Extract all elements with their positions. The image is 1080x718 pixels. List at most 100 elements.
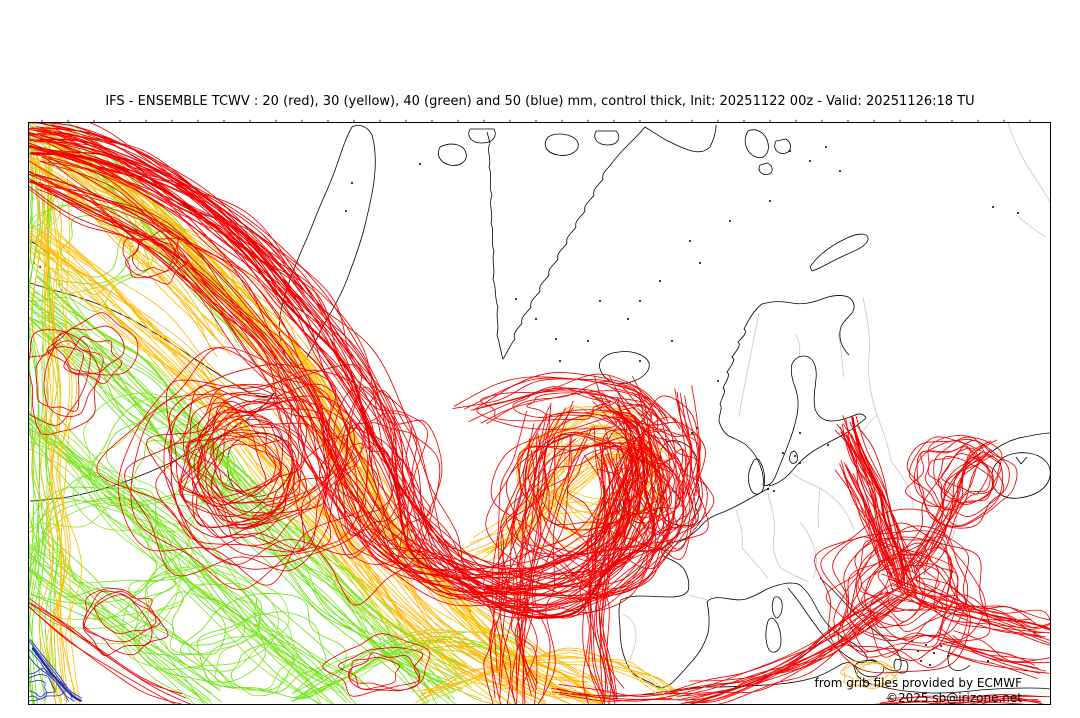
contour-member: [857, 545, 939, 612]
coastline: [774, 138, 791, 154]
contour-member: [685, 589, 917, 701]
contour-member: [673, 584, 892, 692]
contour-member: [889, 578, 1032, 621]
contour-member: [29, 429, 333, 688]
contour-member: [839, 463, 887, 567]
contour-member: [191, 439, 290, 520]
contour-member: [616, 430, 701, 536]
ensemble-band-20mm: [29, 123, 1050, 704]
contour-member: [491, 410, 528, 672]
contour-member: [890, 443, 966, 564]
contour-member: [29, 238, 527, 695]
contour-member: [163, 383, 349, 550]
island-speck: [839, 170, 841, 172]
contour-member: [602, 395, 709, 570]
island-speck: [587, 340, 589, 342]
coastline: [947, 640, 971, 671]
coastline: [789, 450, 798, 464]
island-speck: [599, 300, 601, 302]
contour-member: [29, 131, 653, 612]
contour-member: [40, 155, 65, 704]
coastline: [438, 143, 467, 166]
contour-member: [32, 127, 671, 599]
contour-member: [514, 400, 574, 684]
contour-member: [536, 433, 640, 531]
contour-member: [337, 412, 415, 542]
contour-member: [717, 595, 909, 704]
contour-member: [476, 386, 646, 430]
ensemble-band-40mm: [29, 123, 540, 704]
contour-member: [125, 235, 179, 278]
contour-member: [117, 347, 366, 586]
contour-member: [617, 416, 703, 560]
contour-member: [840, 660, 898, 687]
contour-member: [952, 635, 1050, 664]
contour-member: [534, 433, 571, 699]
contour-member: [29, 236, 508, 687]
country-border: [1015, 214, 1047, 238]
contour-member: [551, 687, 676, 697]
contour-member: [890, 584, 1045, 634]
contour-member: [29, 640, 73, 699]
island-speck: [627, 318, 629, 320]
contour-member: [594, 454, 643, 703]
coastline: [771, 596, 783, 619]
contour-member: [39, 140, 55, 693]
contour-member: [559, 693, 682, 702]
contour-member: [849, 421, 915, 590]
country-border: [1007, 122, 1051, 204]
contour-member: [927, 453, 991, 503]
contour-member: [691, 385, 700, 497]
contour-member: [83, 594, 169, 656]
contour-member: [205, 439, 296, 529]
contour-member: [42, 248, 546, 704]
island-speck: [992, 206, 994, 208]
contour-member: [36, 123, 303, 291]
island-speck: [940, 645, 942, 647]
contour-member: [43, 156, 68, 704]
contour-member: [44, 152, 71, 703]
contour-member: [849, 525, 969, 642]
contour-member: [29, 678, 36, 704]
contour-member: [473, 372, 667, 417]
contour-member: [31, 179, 630, 591]
island-speck: [929, 664, 931, 666]
contour-member: [29, 331, 104, 435]
contour-member: [932, 646, 1038, 679]
contour-member: [689, 596, 894, 704]
contour-member: [945, 644, 1046, 672]
contour-member: [677, 594, 891, 701]
coastline: [893, 658, 909, 674]
contour-member: [676, 400, 691, 507]
contour-member: [29, 668, 68, 702]
contour-member: [953, 630, 1050, 663]
island-speck: [769, 200, 771, 202]
contour-member: [518, 433, 576, 692]
ensemble-band-30mm: [29, 123, 898, 704]
contour-member: [906, 439, 1010, 529]
contour-member: [820, 508, 986, 658]
contour-member: [873, 699, 1039, 704]
contour-member: [423, 649, 682, 695]
island-speck: [691, 432, 693, 434]
contour-member: [38, 181, 631, 597]
contour-member: [41, 220, 529, 695]
contour-member: [904, 446, 1005, 517]
contour-member: [36, 275, 468, 669]
contour-member: [193, 432, 267, 506]
contour-member: [601, 448, 646, 700]
contour-member: [924, 435, 1002, 511]
contour-member: [880, 694, 1045, 704]
contour-member: [908, 436, 1003, 527]
contour-member: [980, 697, 1045, 704]
contour-member: [29, 164, 212, 350]
contour-member: [40, 135, 311, 313]
contour-member: [512, 387, 612, 418]
contour-member: [832, 536, 958, 658]
contour-member: [29, 570, 208, 704]
island-speck: [535, 318, 537, 320]
contour-member: [130, 393, 369, 591]
contour-member: [915, 452, 988, 579]
contour-member: [45, 226, 547, 702]
coastline: [809, 233, 869, 272]
